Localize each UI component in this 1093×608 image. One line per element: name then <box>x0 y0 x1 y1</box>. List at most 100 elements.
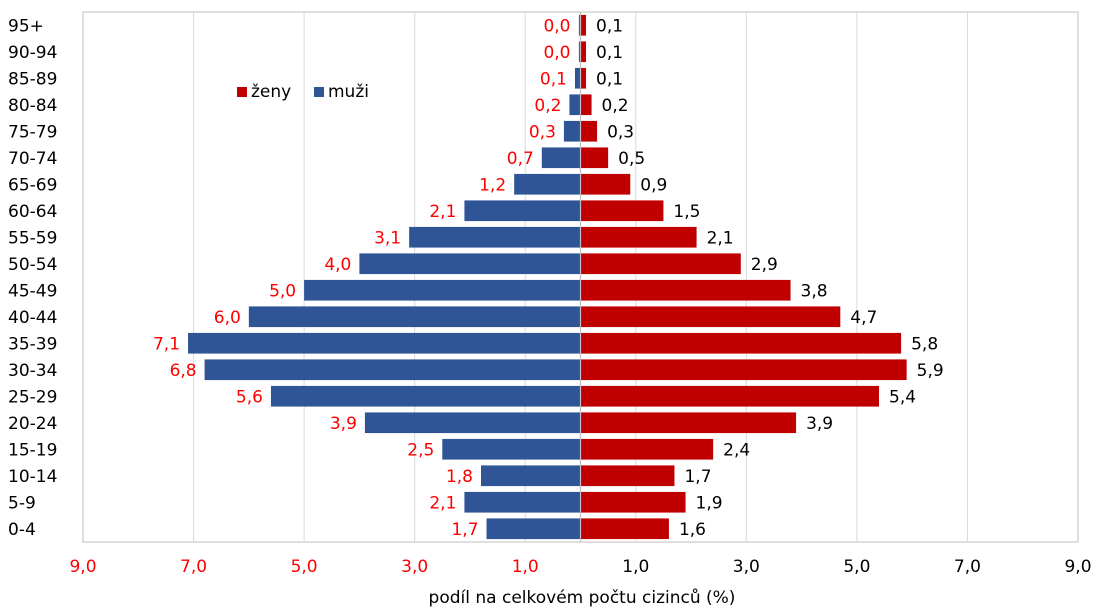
category-label-0-4: 0-4 <box>8 520 36 540</box>
category-label-85-89: 85-89 <box>8 69 57 89</box>
bar-muzi-85-89 <box>574 67 581 89</box>
data-label-muzi-55-59: 3,1 <box>374 228 401 248</box>
legend-label-zeny: ženy <box>251 82 291 102</box>
category-label-40-44: 40-44 <box>8 308 57 328</box>
category-label-60-64: 60-64 <box>8 202 57 222</box>
legend-swatch-zeny <box>237 87 247 97</box>
data-label-muzi-30-34: 6,8 <box>170 361 197 381</box>
data-label-muzi-25-29: 5,6 <box>236 387 263 407</box>
bar-zeny-30-34 <box>580 359 907 381</box>
data-label-muzi-35-39: 7,1 <box>153 334 180 354</box>
bar-zeny-25-29 <box>580 385 879 407</box>
bar-muzi-25-29 <box>270 385 581 407</box>
category-label-95+: 95+ <box>8 16 44 36</box>
bar-muzi-60-64 <box>464 200 581 222</box>
data-label-muzi-10-14: 1,8 <box>446 467 473 487</box>
bar-zeny-10-14 <box>580 465 675 487</box>
category-label-25-29: 25-29 <box>8 387 57 407</box>
bar-muzi-50-54 <box>359 253 581 275</box>
bar-muzi-45-49 <box>304 279 581 301</box>
data-label-muzi-70-74: 0,7 <box>507 149 534 169</box>
data-label-muzi-80-84: 0,2 <box>534 96 561 116</box>
bar-muzi-20-24 <box>364 412 581 434</box>
x-tick-labels: 9,0 7,0 5,0 3,0 1,0 1,0 3,0 5,0 7,0 9,0 <box>69 557 1091 577</box>
data-label-zeny-45-49: 3,8 <box>801 281 828 301</box>
x-tick-label: 5,0 <box>843 557 870 577</box>
bar-zeny-85-89 <box>580 67 587 89</box>
x-tick-label: 3,0 <box>401 557 428 577</box>
x-tick-label: 5,0 <box>291 557 318 577</box>
bar-zeny-70-74 <box>580 147 609 169</box>
bar-zeny-90-94 <box>580 41 587 63</box>
data-label-zeny-60-64: 1,5 <box>673 202 700 222</box>
data-label-zeny-80-84: 0,2 <box>602 96 629 116</box>
data-label-zeny-0-4: 1,6 <box>679 520 706 540</box>
x-tick-label: 1,0 <box>622 557 649 577</box>
category-label-75-79: 75-79 <box>8 122 57 142</box>
bar-zeny-80-84 <box>580 94 592 116</box>
bar-zeny-40-44 <box>580 306 841 328</box>
bar-zeny-20-24 <box>580 412 797 434</box>
legend-swatch-muzi <box>314 87 324 97</box>
category-label-10-14: 10-14 <box>8 467 57 487</box>
bar-zeny-35-39 <box>580 332 902 354</box>
category-label-50-54: 50-54 <box>8 255 57 275</box>
bar-muzi-65-69 <box>514 173 581 195</box>
category-labels: 95+ 90-94 85-89 80-84 75-79 70-74 65-69 60-64 55… <box>8 16 57 540</box>
data-label-muzi-85-89: 0,1 <box>540 69 567 89</box>
data-label-muzi-5-9: 2,1 <box>429 493 456 513</box>
category-label-35-39: 35-39 <box>8 334 57 354</box>
data-label-zeny-95+: 0,1 <box>596 16 623 36</box>
data-labels: 0,1 0,1 0,1 0,2 0,3 0,5 0,9 1,5 2,1 2,9 3,8 4,7 5,8 5… <box>153 16 944 540</box>
data-label-zeny-5-9: 1,9 <box>696 493 723 513</box>
data-label-zeny-35-39: 5,8 <box>911 334 938 354</box>
category-label-20-24: 20-24 <box>8 414 57 434</box>
x-tick-label: 9,0 <box>1064 557 1091 577</box>
data-label-zeny-10-14: 1,7 <box>684 467 711 487</box>
data-label-zeny-85-89: 0,1 <box>596 69 623 89</box>
x-tick-label: 7,0 <box>180 557 207 577</box>
bar-zeny-65-69 <box>580 173 631 195</box>
category-label-55-59: 55-59 <box>8 228 57 248</box>
bar-zeny-15-19 <box>580 438 714 460</box>
bar-muzi-90-94 <box>578 41 581 63</box>
bar-zeny-0-4 <box>580 518 669 540</box>
x-tick-label: 1,0 <box>512 557 539 577</box>
data-label-muzi-60-64: 2,1 <box>429 202 456 222</box>
category-label-70-74: 70-74 <box>8 149 57 169</box>
data-label-muzi-90-94: 0,0 <box>543 43 570 63</box>
bar-muzi-55-59 <box>409 226 581 248</box>
x-axis-title: podíl na celkovém počtu cizinců (%) <box>429 588 736 608</box>
bar-zeny-5-9 <box>580 491 686 513</box>
data-label-muzi-0-4: 1,7 <box>451 520 478 540</box>
data-label-muzi-40-44: 6,0 <box>214 308 241 328</box>
x-tick-label: 3,0 <box>733 557 760 577</box>
x-tick-label: 9,0 <box>69 557 96 577</box>
category-label-15-19: 15-19 <box>8 440 57 460</box>
data-label-zeny-50-54: 2,9 <box>751 255 778 275</box>
bar-zeny-75-79 <box>580 120 598 142</box>
data-label-zeny-20-24: 3,9 <box>806 414 833 434</box>
bar-zeny-55-59 <box>580 226 697 248</box>
data-label-zeny-55-59: 2,1 <box>707 228 734 248</box>
bar-muzi-70-74 <box>541 147 581 169</box>
data-label-zeny-15-19: 2,4 <box>723 440 750 460</box>
bar-zeny-60-64 <box>580 200 664 222</box>
legend-label-muzi: muži <box>328 82 369 102</box>
bar-zeny-45-49 <box>580 279 791 301</box>
bar-muzi-10-14 <box>481 465 581 487</box>
category-label-5-9: 5-9 <box>8 493 36 513</box>
data-label-muzi-75-79: 0,3 <box>529 122 556 142</box>
category-label-30-34: 30-34 <box>8 361 57 381</box>
category-label-65-69: 65-69 <box>8 175 57 195</box>
data-label-muzi-15-19: 2,5 <box>407 440 434 460</box>
x-tick-label: 7,0 <box>954 557 981 577</box>
data-label-zeny-90-94: 0,1 <box>596 43 623 63</box>
data-label-zeny-40-44: 4,7 <box>850 308 877 328</box>
bar-muzi-75-79 <box>563 120 581 142</box>
bar-muzi-95+ <box>578 14 581 36</box>
data-label-zeny-65-69: 0,9 <box>640 175 667 195</box>
bar-muzi-35-39 <box>188 332 581 354</box>
